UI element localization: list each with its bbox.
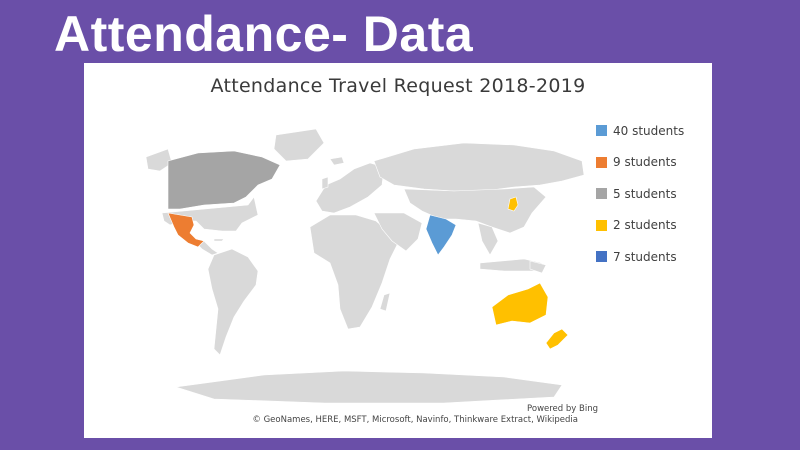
legend-swatch	[596, 251, 607, 262]
map-title: Attendance Travel Request 2018-2019	[210, 75, 586, 97]
map-legend: 40 students 9 students 5 students 2 stud…	[596, 121, 684, 279]
land-antarctica	[175, 370, 563, 404]
land-middle-east	[373, 212, 423, 252]
map-panel: Attendance Travel Request 2018-2019 40 s…	[84, 63, 712, 438]
land-greenland	[273, 128, 325, 162]
region-india[interactable]	[425, 214, 457, 256]
legend-swatch	[596, 156, 607, 168]
land-south-america	[207, 248, 259, 356]
legend-swatch	[596, 125, 607, 136]
region-canada[interactable]	[167, 150, 281, 210]
region-mexico[interactable]	[167, 212, 205, 248]
legend-swatch	[596, 188, 607, 199]
land-uk	[321, 176, 329, 190]
legend-label: 7 students	[613, 249, 677, 264]
region-japan[interactable]	[507, 196, 519, 212]
land-madagascar	[379, 292, 391, 312]
legend-swatch	[596, 219, 607, 231]
land-russia	[373, 142, 585, 192]
world-map	[145, 128, 585, 404]
land-alaska	[145, 148, 173, 172]
land-europe	[315, 162, 385, 214]
legend-item-9-students: 9 students	[596, 153, 684, 172]
map-data-sources: © GeoNames, HERE, MSFT, Microsoft, Navin…	[252, 415, 578, 425]
land-southeast-asia	[477, 222, 499, 256]
land-africa	[309, 214, 401, 330]
land-central-east-asia	[403, 186, 547, 234]
legend-label: 5 students	[613, 186, 677, 201]
land-new-guinea	[529, 260, 547, 274]
legend-label: 2 students	[613, 218, 677, 232]
land-usa	[161, 196, 259, 232]
legend-label: 9 students	[613, 155, 677, 169]
base-landmass	[145, 128, 585, 404]
legend-item-7-students: 7 students	[596, 247, 684, 266]
legend-label: 40 students	[613, 123, 685, 138]
legend-item-2-students: 2 students	[596, 216, 684, 235]
region-australia[interactable]	[491, 282, 549, 326]
land-caribbean	[213, 238, 225, 242]
land-iceland	[329, 156, 345, 166]
region-new-zealand[interactable]	[545, 328, 569, 350]
slide-title: Attendance- Data	[54, 6, 474, 62]
legend-item-40-students: 40 students	[596, 121, 684, 140]
powered-by-credit: Powered by Bing	[527, 404, 598, 414]
legend-item-5-students: 5 students	[596, 184, 684, 203]
